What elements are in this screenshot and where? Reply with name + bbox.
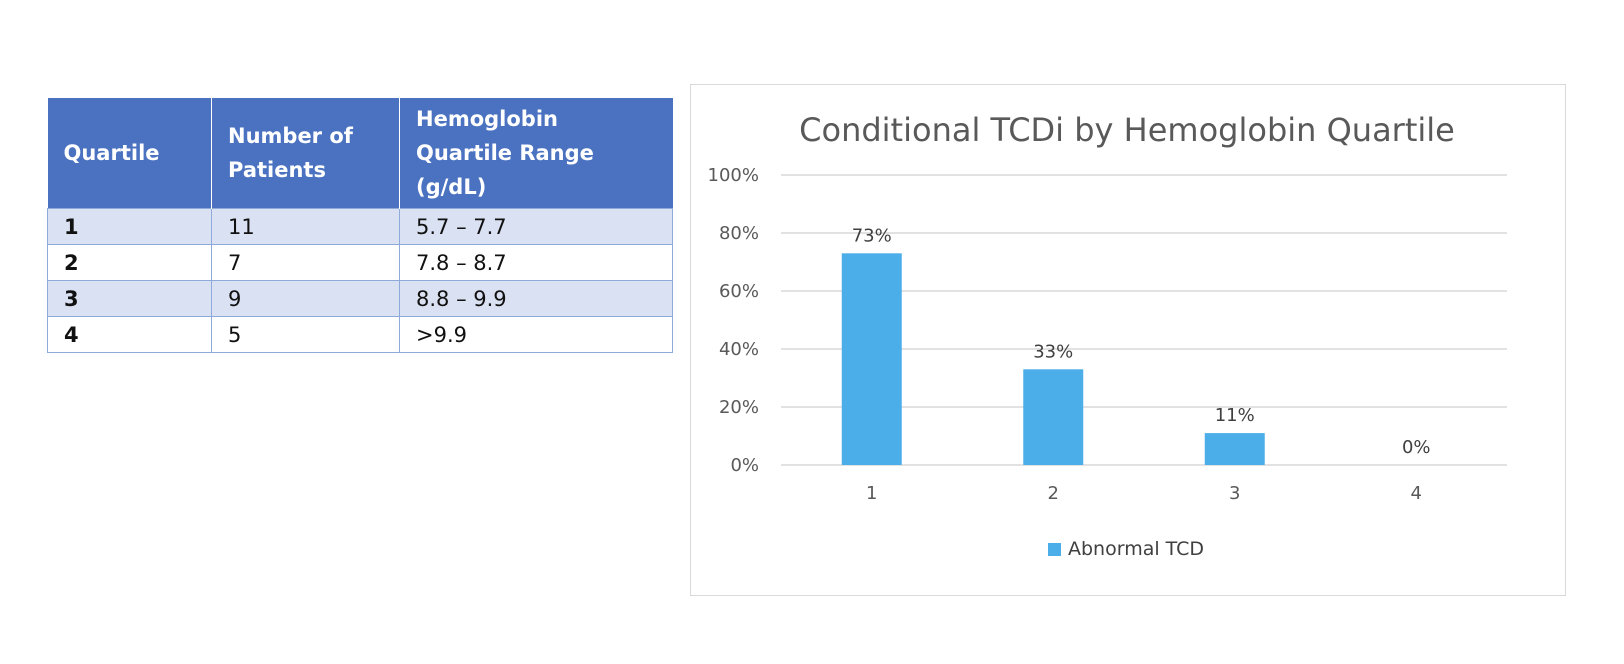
bars [841, 253, 1265, 465]
y-tick-label: 60% [719, 281, 759, 302]
table-row: 4 5 >9.9 [47, 316, 673, 353]
cell-patients: 5 [211, 316, 400, 353]
y-tick-label: 100% [708, 165, 759, 186]
data-label: 11% [1215, 405, 1255, 426]
header-line: Quartile [63, 141, 160, 165]
bar [1204, 433, 1265, 465]
cell-range: 7.8 – 8.7 [399, 244, 673, 281]
table-header-row: Quartile Number of Patients Hemoglobin Q… [47, 98, 673, 209]
table-row: 2 7 7.8 – 8.7 [47, 244, 673, 281]
x-axis-ticks: 1 2 3 4 [866, 483, 1422, 504]
cell-patients: 9 [211, 280, 400, 317]
cell-range: 8.8 – 9.9 [399, 280, 673, 317]
legend-swatch [1048, 543, 1061, 556]
chart-title: Conditional TCDi by Hemoglobin Quartile [799, 111, 1455, 149]
header-line: Number of [228, 124, 353, 148]
data-labels: 73% 33% 11% 0% [852, 225, 1431, 458]
table-row: 3 9 8.8 – 9.9 [47, 280, 673, 317]
header-hemoglobin-range: Hemoglobin Quartile Range (g/dL) [399, 98, 673, 209]
bar-chart: Conditional TCDi by Hemoglobin Quartile … [708, 111, 1507, 560]
header-quartile: Quartile [47, 98, 212, 209]
cell-quartile: 1 [47, 208, 212, 245]
cell-patients: 7 [211, 244, 400, 281]
y-tick-label: 80% [719, 223, 759, 244]
bar [1023, 369, 1084, 465]
table-row: 1 11 5.7 – 7.7 [47, 208, 673, 245]
x-tick-label: 3 [1229, 483, 1240, 504]
bar [841, 253, 902, 465]
cell-range: 5.7 – 7.7 [399, 208, 673, 245]
data-label: 73% [852, 225, 892, 246]
header-line: (g/dL) [416, 175, 487, 199]
cell-range: >9.9 [399, 316, 673, 353]
header-line: Patients [228, 158, 326, 182]
data-label: 0% [1402, 437, 1431, 458]
y-tick-label: 0% [730, 455, 759, 476]
data-label: 33% [1033, 341, 1073, 362]
cell-quartile: 3 [47, 280, 212, 317]
chart-frame: Conditional TCDi by Hemoglobin Quartile … [690, 84, 1566, 596]
quartile-table: Quartile Number of Patients Hemoglobin Q… [47, 98, 673, 353]
cell-quartile: 2 [47, 244, 212, 281]
y-axis-ticks: 0% 20% 40% 60% 80% 100% [708, 165, 759, 476]
x-tick-label: 1 [866, 483, 877, 504]
y-tick-label: 40% [719, 339, 759, 360]
header-number-of-patients: Number of Patients [211, 98, 400, 209]
cell-patients: 11 [211, 208, 400, 245]
cell-quartile: 4 [47, 316, 212, 353]
legend: Abnormal TCD [1048, 538, 1204, 560]
gridlines [781, 174, 1507, 466]
header-line: Hemoglobin [416, 107, 558, 131]
legend-label: Abnormal TCD [1068, 538, 1204, 560]
x-tick-label: 2 [1048, 483, 1059, 504]
y-tick-label: 20% [719, 397, 759, 418]
x-tick-label: 4 [1411, 483, 1422, 504]
header-line: Quartile Range [416, 141, 594, 165]
